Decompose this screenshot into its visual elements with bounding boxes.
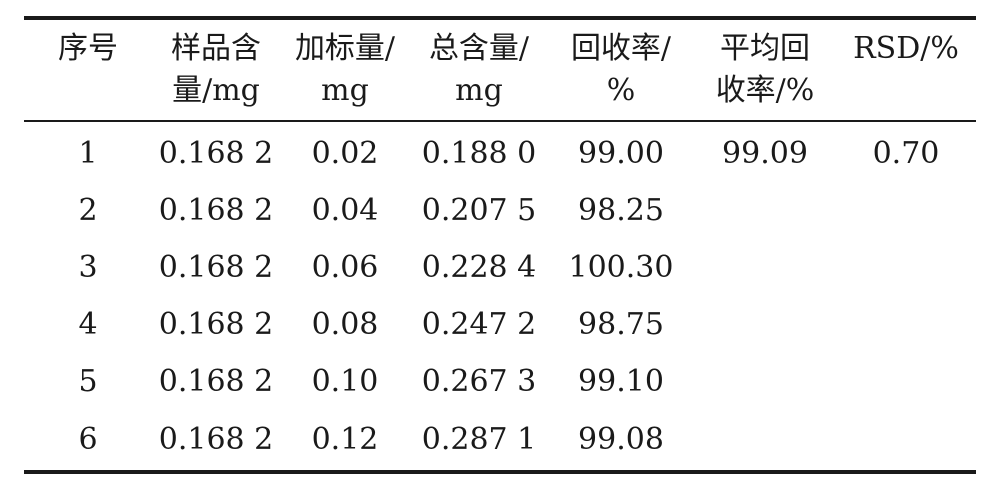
cell-sample-content: 0.168 2 — [158, 135, 274, 171]
table-header: 序号 样品含 量/mg 加标量/ mg 总含量/ mg 回收率/ % — [24, 18, 976, 121]
table-row: 5 0.168 2 0.10 0.267 3 99.10 — [24, 353, 976, 410]
cell-index: 4 — [78, 307, 98, 342]
cell-spiked-amount: 0.02 — [311, 135, 379, 171]
cell-recovery: 100.30 — [568, 250, 674, 285]
cell-recovery: 98.75 — [578, 307, 664, 342]
table-row: 1 0.168 2 0.02 0.188 0 99.00 99.09 0.70 — [24, 121, 976, 182]
cell-index: 5 — [78, 364, 98, 399]
cell-rsd — [836, 410, 976, 472]
cell-recovery: 99.00 — [578, 135, 664, 171]
header-index: 序号 — [58, 31, 118, 66]
cell-sample-content: 0.168 2 — [158, 250, 274, 285]
cell-total-content: 0.267 3 — [421, 364, 537, 399]
cell-sample-content: 0.168 2 — [158, 307, 274, 342]
cell-spiked-amount: 0.06 — [311, 250, 379, 285]
cell-index: 2 — [78, 193, 98, 228]
cell-average-recovery — [694, 296, 836, 353]
cell-total-content: 0.207 5 — [421, 193, 537, 228]
cell-index: 3 — [78, 250, 98, 285]
cell-spiked-amount: 0.08 — [311, 307, 379, 342]
cell-average-recovery — [694, 239, 836, 296]
header-recovery: 回收率/ % — [570, 31, 672, 108]
cell-recovery: 99.10 — [578, 364, 664, 399]
cell-average-recovery — [694, 410, 836, 472]
table-row: 2 0.168 2 0.04 0.207 5 98.25 — [24, 182, 976, 239]
table-row: 6 0.168 2 0.12 0.287 1 99.08 — [24, 410, 976, 472]
header-sample-content: 样品含 量/mg — [171, 31, 261, 108]
cell-recovery: 98.25 — [578, 193, 664, 228]
cell-average-recovery — [694, 353, 836, 410]
table-body: 1 0.168 2 0.02 0.188 0 99.00 99.09 0.70 … — [24, 121, 976, 472]
cell-recovery: 99.08 — [578, 421, 664, 457]
cell-spiked-amount: 0.10 — [311, 364, 379, 399]
cell-sample-content: 0.168 2 — [158, 364, 274, 399]
header-row: 序号 样品含 量/mg 加标量/ mg 总含量/ mg 回收率/ % — [24, 18, 976, 121]
cell-index: 1 — [78, 135, 98, 171]
header-rsd: RSD/% — [853, 31, 959, 66]
cell-spiked-amount: 0.04 — [311, 193, 379, 228]
cell-rsd: 0.70 — [872, 135, 940, 171]
header-average-recovery: 平均回 收率/% — [715, 31, 815, 108]
cell-rsd — [836, 182, 976, 239]
cell-total-content: 0.228 4 — [421, 250, 537, 285]
cell-sample-content: 0.168 2 — [158, 193, 274, 228]
cell-rsd — [836, 296, 976, 353]
cell-total-content: 0.247 2 — [421, 307, 537, 342]
recovery-table-container: 序号 样品含 量/mg 加标量/ mg 总含量/ mg 回收率/ % — [24, 16, 976, 474]
header-total-content: 总含量/ mg — [428, 31, 530, 108]
cell-average-recovery: 99.09 — [722, 135, 808, 171]
table-row: 4 0.168 2 0.08 0.247 2 98.75 — [24, 296, 976, 353]
cell-total-content: 0.287 1 — [421, 421, 537, 457]
recovery-table: 序号 样品含 量/mg 加标量/ mg 总含量/ mg 回收率/ % — [24, 16, 976, 474]
cell-average-recovery — [694, 182, 836, 239]
cell-rsd — [836, 239, 976, 296]
cell-rsd — [836, 353, 976, 410]
cell-sample-content: 0.168 2 — [158, 421, 274, 457]
cell-spiked-amount: 0.12 — [311, 421, 379, 457]
cell-total-content: 0.188 0 — [421, 135, 537, 171]
table-row: 3 0.168 2 0.06 0.228 4 100.30 — [24, 239, 976, 296]
cell-index: 6 — [78, 421, 98, 457]
header-spiked-amount: 加标量/ mg — [294, 31, 396, 108]
